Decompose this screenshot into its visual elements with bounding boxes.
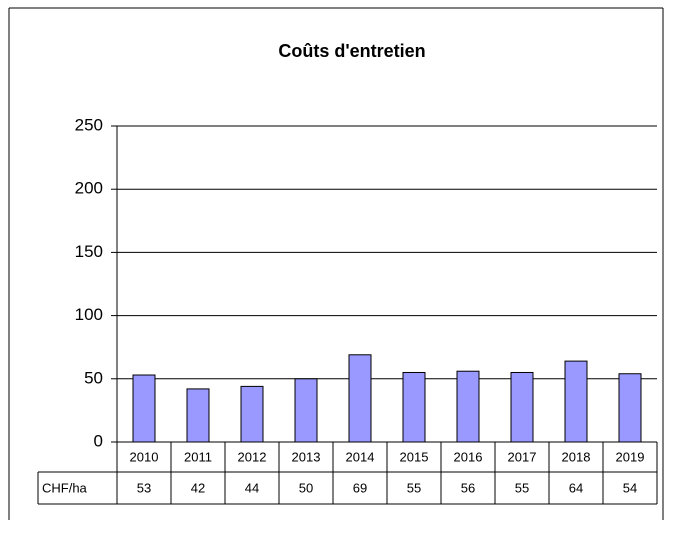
x-tick-label: 2014: [346, 449, 375, 464]
x-tick-label: 2017: [508, 449, 537, 464]
table-value: 56: [461, 480, 475, 495]
table-value: 55: [407, 480, 421, 495]
bar: [240, 385, 264, 443]
x-tick-label: 2013: [292, 449, 321, 464]
bar: [294, 378, 318, 443]
x-tick-label: 2010: [130, 449, 159, 464]
table-value: 69: [353, 480, 367, 495]
bar: [456, 370, 480, 443]
table-value: 54: [623, 480, 637, 495]
chart-title: Coûts d'entretien: [278, 41, 425, 61]
x-tick-label: 2018: [562, 449, 591, 464]
bar: [564, 360, 588, 443]
bar: [618, 373, 642, 443]
table-value: 55: [515, 480, 529, 495]
x-tick-label: 2019: [616, 449, 645, 464]
x-tick-label: 2011: [184, 449, 212, 464]
x-tick-label: 2012: [238, 449, 267, 464]
y-tick-label: 150: [75, 242, 103, 261]
y-tick-label: 0: [94, 431, 103, 450]
x-tick-label: 2015: [400, 449, 429, 464]
table-value: 53: [137, 480, 151, 495]
table-value: 44: [245, 480, 259, 495]
table-value: 50: [299, 480, 313, 495]
bar: [510, 371, 534, 443]
y-tick-label: 250: [75, 115, 103, 134]
bar: [132, 374, 156, 443]
bar: [186, 388, 210, 443]
x-tick-label: 2016: [454, 449, 483, 464]
bar: [402, 371, 426, 443]
table-value: 64: [569, 480, 583, 495]
y-tick-label: 200: [75, 179, 103, 198]
bar: [348, 354, 372, 443]
y-tick-label: 100: [75, 305, 103, 324]
table-value: 42: [191, 480, 205, 495]
table-series-name: CHF/ha: [42, 480, 88, 495]
y-tick-label: 50: [84, 368, 103, 387]
